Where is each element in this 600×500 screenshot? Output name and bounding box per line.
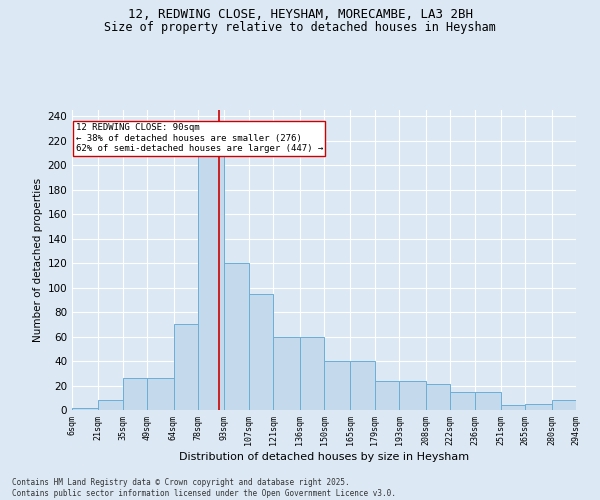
Bar <box>525 404 551 410</box>
X-axis label: Distribution of detached houses by size in Heysham: Distribution of detached houses by size … <box>179 452 469 462</box>
Bar <box>273 336 299 410</box>
Bar <box>475 392 501 410</box>
Bar <box>501 405 525 410</box>
Bar <box>375 380 399 410</box>
Bar <box>350 361 375 410</box>
Text: 12, REDWING CLOSE, HEYSHAM, MORECAMBE, LA3 2BH: 12, REDWING CLOSE, HEYSHAM, MORECAMBE, L… <box>128 8 473 20</box>
Text: Contains HM Land Registry data © Crown copyright and database right 2025.
Contai: Contains HM Land Registry data © Crown c… <box>12 478 396 498</box>
Bar <box>98 400 123 410</box>
Bar <box>123 378 147 410</box>
Text: 12 REDWING CLOSE: 90sqm
← 38% of detached houses are smaller (276)
62% of semi-d: 12 REDWING CLOSE: 90sqm ← 38% of detache… <box>76 124 323 154</box>
Text: Size of property relative to detached houses in Heysham: Size of property relative to detached ho… <box>104 22 496 35</box>
Bar <box>324 361 350 410</box>
Bar <box>249 294 273 410</box>
Bar <box>551 400 576 410</box>
Bar <box>450 392 475 410</box>
Bar <box>198 140 224 410</box>
Bar <box>224 263 249 410</box>
Bar <box>425 384 450 410</box>
Bar <box>399 380 425 410</box>
Bar <box>72 408 98 410</box>
Y-axis label: Number of detached properties: Number of detached properties <box>33 178 43 342</box>
Bar <box>299 336 324 410</box>
Bar <box>173 324 198 410</box>
Bar <box>147 378 173 410</box>
